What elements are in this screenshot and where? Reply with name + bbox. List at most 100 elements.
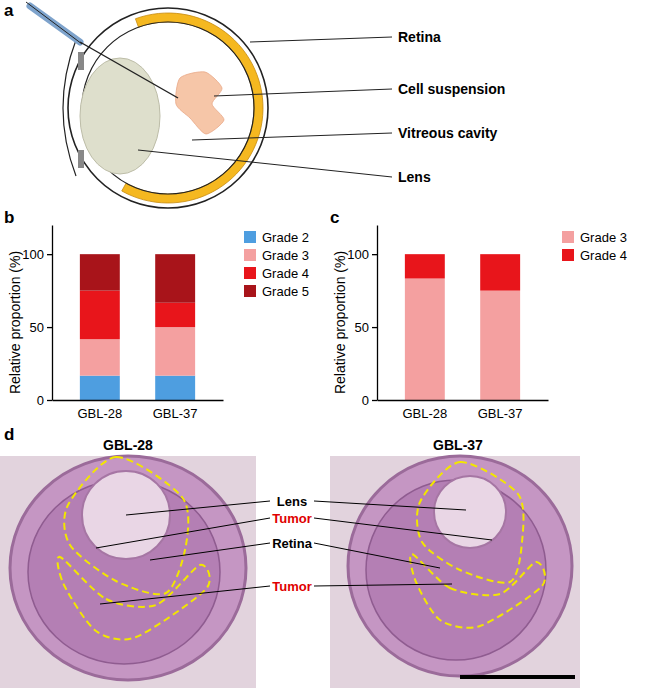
x-axis-line <box>53 400 224 401</box>
y-tick: 100 <box>347 247 377 262</box>
panel-letter: b <box>4 208 14 227</box>
leader-line <box>314 584 452 586</box>
image-background <box>330 456 580 688</box>
panel-c: c 0 50 100 GBL-28 GBL-37 Relative proportion (… <box>330 208 627 421</box>
bars <box>80 254 195 400</box>
bar-segment <box>405 254 445 278</box>
y-axis: 0 50 100 <box>22 226 52 408</box>
leader-line <box>96 518 270 548</box>
y-tick: 50 <box>355 320 377 335</box>
bar-segment <box>155 327 195 376</box>
y-tick-mark <box>372 327 377 328</box>
bar-segment <box>480 254 520 290</box>
panel-d: dGBL-28GBL-37LensTumorRetinaTumor <box>0 425 580 688</box>
x-tick-label: GBL-37 <box>153 406 198 421</box>
panel-letter: c <box>330 208 339 227</box>
x-tick-label: GBL-28 <box>402 406 447 421</box>
cornea <box>63 40 76 176</box>
y-axis-title: Relative proportion (%) <box>7 251 23 394</box>
legend-swatch <box>244 285 256 297</box>
leader-line <box>192 133 392 140</box>
legend-label: Grade 3 <box>580 230 627 245</box>
leader-line <box>100 586 270 604</box>
legend-label: Grade 2 <box>262 230 309 245</box>
y-tick-mark <box>47 254 52 255</box>
legend-label: Grade 4 <box>262 266 309 281</box>
x-axis-line <box>378 400 549 401</box>
diagram-label: Vitreous cavity <box>398 125 498 141</box>
leader-line <box>214 89 392 96</box>
image-title: GBL-37 <box>433 437 483 453</box>
histology-image: GBL-28 <box>0 437 256 688</box>
diagram-label: Lens <box>398 169 431 185</box>
image-title: GBL-28 <box>103 437 153 453</box>
x-axis: GBL-28 GBL-37 <box>378 400 549 421</box>
bar-segment <box>80 376 120 400</box>
y-tick-label: 50 <box>30 320 44 335</box>
diagram-label: Cell suspension <box>398 81 505 97</box>
legend-label: Grade 4 <box>580 248 627 263</box>
tumor-outline <box>410 554 545 628</box>
y-tick-label: 0 <box>37 393 44 408</box>
y-tick-mark <box>47 400 52 401</box>
y-tick-label: 100 <box>347 247 369 262</box>
y-axis-line <box>52 226 53 401</box>
leader-line <box>138 150 392 177</box>
x-axis: GBL-28 GBL-37 <box>53 400 224 421</box>
figure: aRetinaCell suspensionVitreous cavityLen… <box>0 0 650 688</box>
histology-label: Tumor <box>272 579 311 594</box>
tumor-outline <box>417 462 524 583</box>
legend-swatch <box>244 231 256 243</box>
bar-segment <box>80 339 120 375</box>
leader-line <box>150 543 270 560</box>
iris-top <box>78 52 84 70</box>
tumor-outline <box>64 457 188 594</box>
tumor-outline <box>57 557 209 640</box>
y-axis: 0 50 100 <box>347 226 377 408</box>
iris-bottom <box>78 150 84 168</box>
leader-line <box>314 501 466 510</box>
legend: Grade 2Grade 3Grade 4Grade 5 <box>244 230 309 299</box>
leader-line <box>126 501 270 515</box>
y-tick-mark <box>372 400 377 401</box>
legend-swatch <box>244 267 256 279</box>
leader-line <box>314 543 440 568</box>
eye-section <box>348 456 572 676</box>
histology-label: Tumor <box>272 511 311 526</box>
y-axis-title: Relative proportion (%) <box>332 251 348 394</box>
histology-image: GBL-37 <box>330 437 580 688</box>
scale-bar <box>460 675 575 679</box>
leader-line <box>250 37 392 42</box>
bar-segment <box>80 254 120 290</box>
x-tick: GBL-37 <box>153 400 198 421</box>
x-tick-label: GBL-37 <box>478 406 523 421</box>
histology-label: Lens <box>277 494 307 509</box>
legend-swatch <box>562 249 574 261</box>
panel-letter: d <box>4 425 14 444</box>
x-tick-label: GBL-28 <box>77 406 122 421</box>
y-tick-mark <box>47 327 52 328</box>
cell-suspension <box>176 72 224 134</box>
needle <box>80 42 178 98</box>
bars <box>405 254 520 400</box>
bar-segment <box>155 303 195 327</box>
x-tick: GBL-28 <box>77 400 122 421</box>
y-tick-label: 0 <box>362 393 369 408</box>
bar-segment <box>155 254 195 303</box>
legend-swatch <box>562 231 574 243</box>
panel-letter: a <box>4 1 14 20</box>
eye-outer <box>68 8 268 208</box>
syringe-outline <box>26 2 82 44</box>
y-tick: 100 <box>22 247 52 262</box>
panel-a: aRetinaCell suspensionVitreous cavityLen… <box>4 1 505 208</box>
lens <box>80 58 160 174</box>
bar-segment <box>405 279 445 400</box>
y-tick: 50 <box>30 320 52 335</box>
y-tick-label: 100 <box>22 247 44 262</box>
x-tick: GBL-28 <box>402 400 447 421</box>
eye-section <box>10 456 246 680</box>
y-tick: 0 <box>362 393 377 408</box>
bar-segment <box>80 291 120 340</box>
bar-segment <box>480 291 520 400</box>
panel-b: b 0 50 100 GBL-28 GBL-37 Relative proportion (… <box>4 208 309 421</box>
